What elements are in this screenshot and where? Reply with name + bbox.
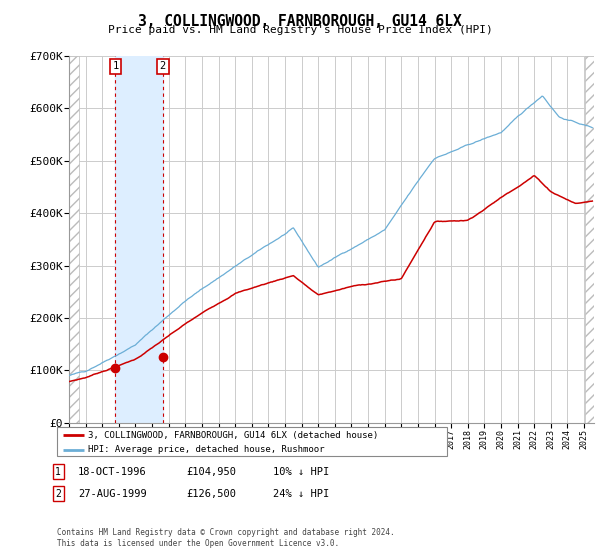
Bar [585, 56, 594, 423]
Text: 2: 2 [160, 62, 166, 72]
Text: 1: 1 [112, 62, 118, 72]
Text: 10% ↓ HPI: 10% ↓ HPI [273, 466, 329, 477]
Text: Price paid vs. HM Land Registry's House Price Index (HPI): Price paid vs. HM Land Registry's House … [107, 25, 493, 35]
Text: 27-AUG-1999: 27-AUG-1999 [78, 489, 147, 499]
Text: 2: 2 [55, 489, 61, 499]
Text: 24% ↓ HPI: 24% ↓ HPI [273, 489, 329, 499]
Text: 3, COLLINGWOOD, FARNBOROUGH, GU14 6LX: 3, COLLINGWOOD, FARNBOROUGH, GU14 6LX [138, 14, 462, 29]
Text: 18-OCT-1996: 18-OCT-1996 [78, 466, 147, 477]
Text: £104,950: £104,950 [186, 466, 236, 477]
Text: 3, COLLINGWOOD, FARNBOROUGH, GU14 6LX (detached house): 3, COLLINGWOOD, FARNBOROUGH, GU14 6LX (d… [88, 431, 379, 440]
Text: HPI: Average price, detached house, Rushmoor: HPI: Average price, detached house, Rush… [88, 446, 325, 455]
Text: 1: 1 [55, 466, 61, 477]
Text: Contains HM Land Registry data © Crown copyright and database right 2024.
This d: Contains HM Land Registry data © Crown c… [57, 528, 395, 548]
Text: £126,500: £126,500 [186, 489, 236, 499]
Bar [69, 56, 79, 423]
FancyBboxPatch shape [57, 427, 447, 456]
Bar [115, 56, 163, 423]
